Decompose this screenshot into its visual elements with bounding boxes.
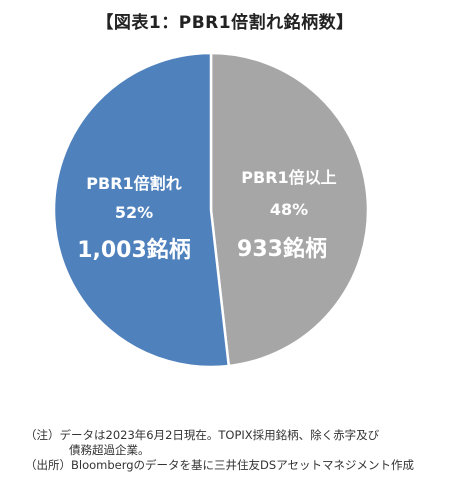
pie-labels: PBR1倍割れ 52% 1,003銘柄 PBR1倍以上 48% 933銘柄 [77,168,336,263]
slice-label-percent-1: 48% [270,200,308,219]
footnotes: （注）データは2023年6月2日現在。TOPIX採用銘柄、除く赤字及び 債務超過… [25,428,445,473]
footnote-source-text: Bloombergのデータを基に三井住友DSアセットマネジメント作成 [71,458,414,472]
slice-label-count-0: 1,003銘柄 [77,237,191,263]
pie-chart: PBR1倍割れ 52% 1,003銘柄 PBR1倍以上 48% 933銘柄 [52,51,370,369]
footnote-note-continuation: 債務超過企業。 [69,443,150,457]
slice-label-count-1: 933銘柄 [237,236,327,262]
chart-title: 【図表1：PBR1倍割れ銘柄数】 [96,13,354,33]
footnote-note-text: データは2023年6月2日現在。TOPIX採用銘柄、除く赤字及び [59,428,380,442]
slice-label-percent-0: 52% [115,203,153,222]
footnote-source: （出所）Bloombergのデータを基に三井住友DSアセットマネジメント作成 [25,458,445,473]
pie-slice-1 [209,51,370,368]
slice-label-name-0: PBR1倍割れ [86,174,181,193]
pie-slice-0 [52,51,231,369]
slice-label-name-1: PBR1倍以上 [241,168,336,187]
pie-slices [52,51,370,369]
footnote-note-prefix: （注） [25,428,60,442]
footnote-note: （注）データは2023年6月2日現在。TOPIX採用銘柄、除く赤字及び [25,428,445,443]
footnote-source-prefix: （出所） [25,458,71,472]
